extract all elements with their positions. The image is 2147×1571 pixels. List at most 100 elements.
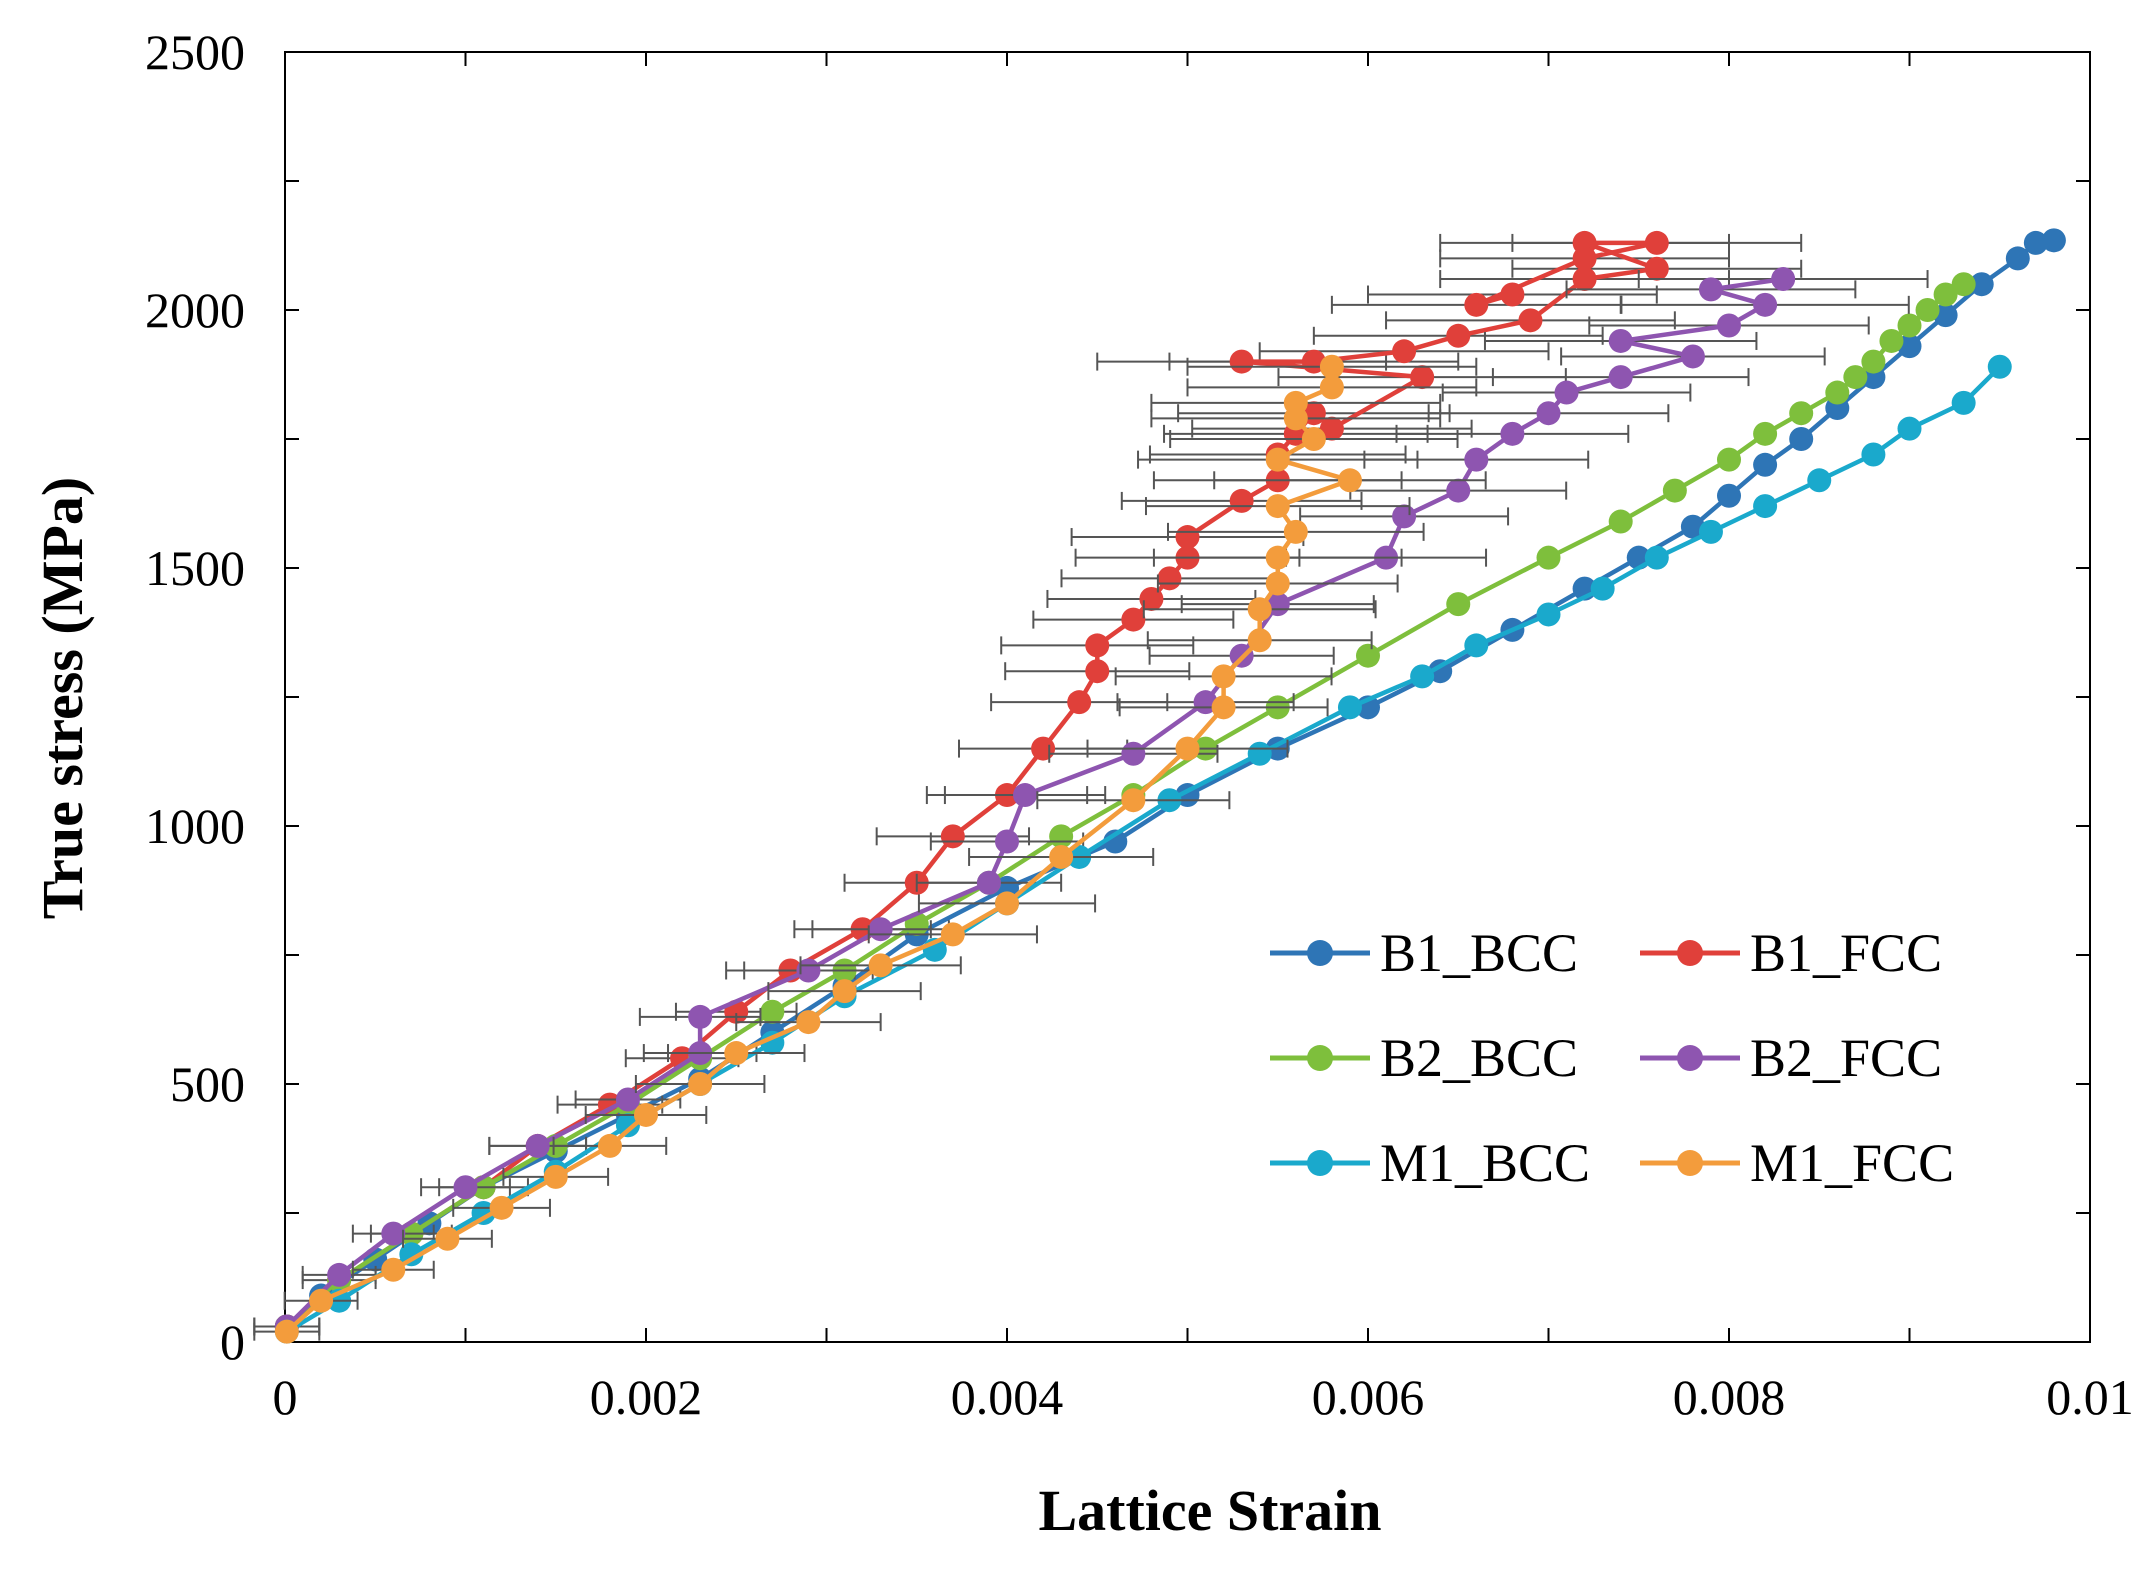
data-point (1049, 844, 1074, 869)
data-point (1897, 313, 1922, 338)
data-point (1211, 664, 1236, 689)
data-point (1825, 380, 1850, 405)
data-point (1319, 375, 1344, 400)
data-point (327, 1262, 352, 1287)
legend-label: M1_BCC (1380, 1133, 1590, 1193)
legend-swatch-marker (1307, 1150, 1333, 1176)
y-tick-label: 500 (170, 1056, 245, 1112)
series-M1_FCC (253, 354, 1487, 1344)
data-point (1031, 736, 1056, 761)
data-point (1789, 401, 1814, 426)
data-point (1247, 628, 1272, 653)
data-point (1356, 643, 1380, 668)
data-point (1969, 272, 1994, 297)
data-point (832, 979, 857, 1004)
data-point (1680, 514, 1705, 539)
data-point (1139, 586, 1164, 611)
y-axis-title: True stress (MPa) (30, 477, 95, 919)
legend-label: B1_FCC (1750, 923, 1942, 983)
x-tick-label: 0 (273, 1369, 298, 1425)
data-point (1229, 488, 1254, 513)
data-point (1464, 292, 1489, 317)
data-point (1211, 695, 1236, 720)
data-point (1861, 442, 1886, 467)
data-point (1717, 447, 1741, 472)
x-tick-label: 0.004 (951, 1369, 1064, 1425)
data-point (1753, 452, 1778, 477)
data-point (1392, 504, 1417, 529)
data-point (1879, 328, 1904, 353)
data-point (1500, 421, 1525, 446)
data-point (1319, 416, 1344, 441)
data-point (1572, 267, 1597, 292)
data-point (1753, 494, 1778, 519)
data-point (597, 1133, 622, 1158)
data-point (1753, 292, 1778, 317)
data-point (309, 1288, 334, 1313)
data-point (1247, 741, 1272, 766)
y-tick-label: 2000 (145, 282, 245, 338)
data-point (1337, 695, 1362, 720)
data-point (2005, 246, 2030, 271)
data-point (1157, 566, 1182, 591)
data-point (1446, 592, 1471, 617)
data-point (1933, 282, 1958, 307)
data-point (1662, 478, 1687, 503)
data-point (615, 1113, 640, 1138)
data-point (1319, 354, 1344, 379)
data-point (489, 1195, 514, 1220)
data-point (1933, 303, 1958, 328)
data-point (1536, 602, 1561, 627)
plot-area: 0 0.002 0.004 0.006 0.008 0.01 0 500 1000 1500 200… (145, 24, 2134, 1425)
x-axis-title: Lattice Strain (1038, 1478, 1381, 1543)
data-point (1446, 478, 1471, 503)
data-point (543, 1164, 568, 1189)
data-point (1013, 783, 1038, 808)
data-point (1608, 328, 1633, 353)
data-point (1464, 633, 1489, 658)
data-point (1121, 607, 1146, 632)
data-point (1608, 365, 1633, 390)
data-point (1265, 494, 1290, 519)
data-point (381, 1257, 406, 1282)
data-point (1301, 427, 1326, 451)
legend-swatch-marker (1677, 1150, 1703, 1176)
data-point (1680, 344, 1705, 369)
data-point (724, 1041, 749, 1066)
data-point (1283, 390, 1308, 415)
y-tick-label: 1000 (145, 798, 245, 854)
legend-label: B2_BCC (1380, 1028, 1578, 1088)
data-point (1265, 447, 1290, 472)
data-point (1789, 427, 1814, 451)
data-point (1861, 349, 1886, 374)
data-point (1698, 277, 1723, 302)
y-tick-label: 1500 (145, 540, 245, 596)
data-point (1590, 576, 1615, 601)
data-point (868, 953, 893, 978)
legend-swatch-marker (1307, 940, 1333, 966)
data-point (1500, 282, 1525, 307)
legend-label: B2_FCC (1750, 1028, 1942, 1088)
data-point (995, 891, 1019, 916)
data-point (1265, 571, 1290, 596)
data-point (1446, 323, 1471, 348)
data-point (1085, 659, 1110, 684)
data-point (1283, 519, 1308, 544)
data-point (976, 870, 1001, 895)
data-point (1121, 788, 1146, 813)
data-point (1175, 525, 1200, 550)
data-point (796, 1010, 821, 1035)
x-tick-label: 0.01 (2046, 1369, 2134, 1425)
data-point (1518, 308, 1543, 333)
data-point (2023, 230, 2048, 255)
data-point (1121, 741, 1146, 766)
data-point (1410, 664, 1435, 689)
data-point (1554, 380, 1579, 405)
y-tick-label: 2500 (145, 24, 245, 80)
x-tick-label: 0.006 (1312, 1369, 1425, 1425)
data-point (1067, 690, 1092, 715)
data-point (1464, 447, 1489, 472)
data-point (1608, 509, 1633, 534)
data-point (453, 1175, 478, 1200)
data-point (2041, 228, 2066, 253)
